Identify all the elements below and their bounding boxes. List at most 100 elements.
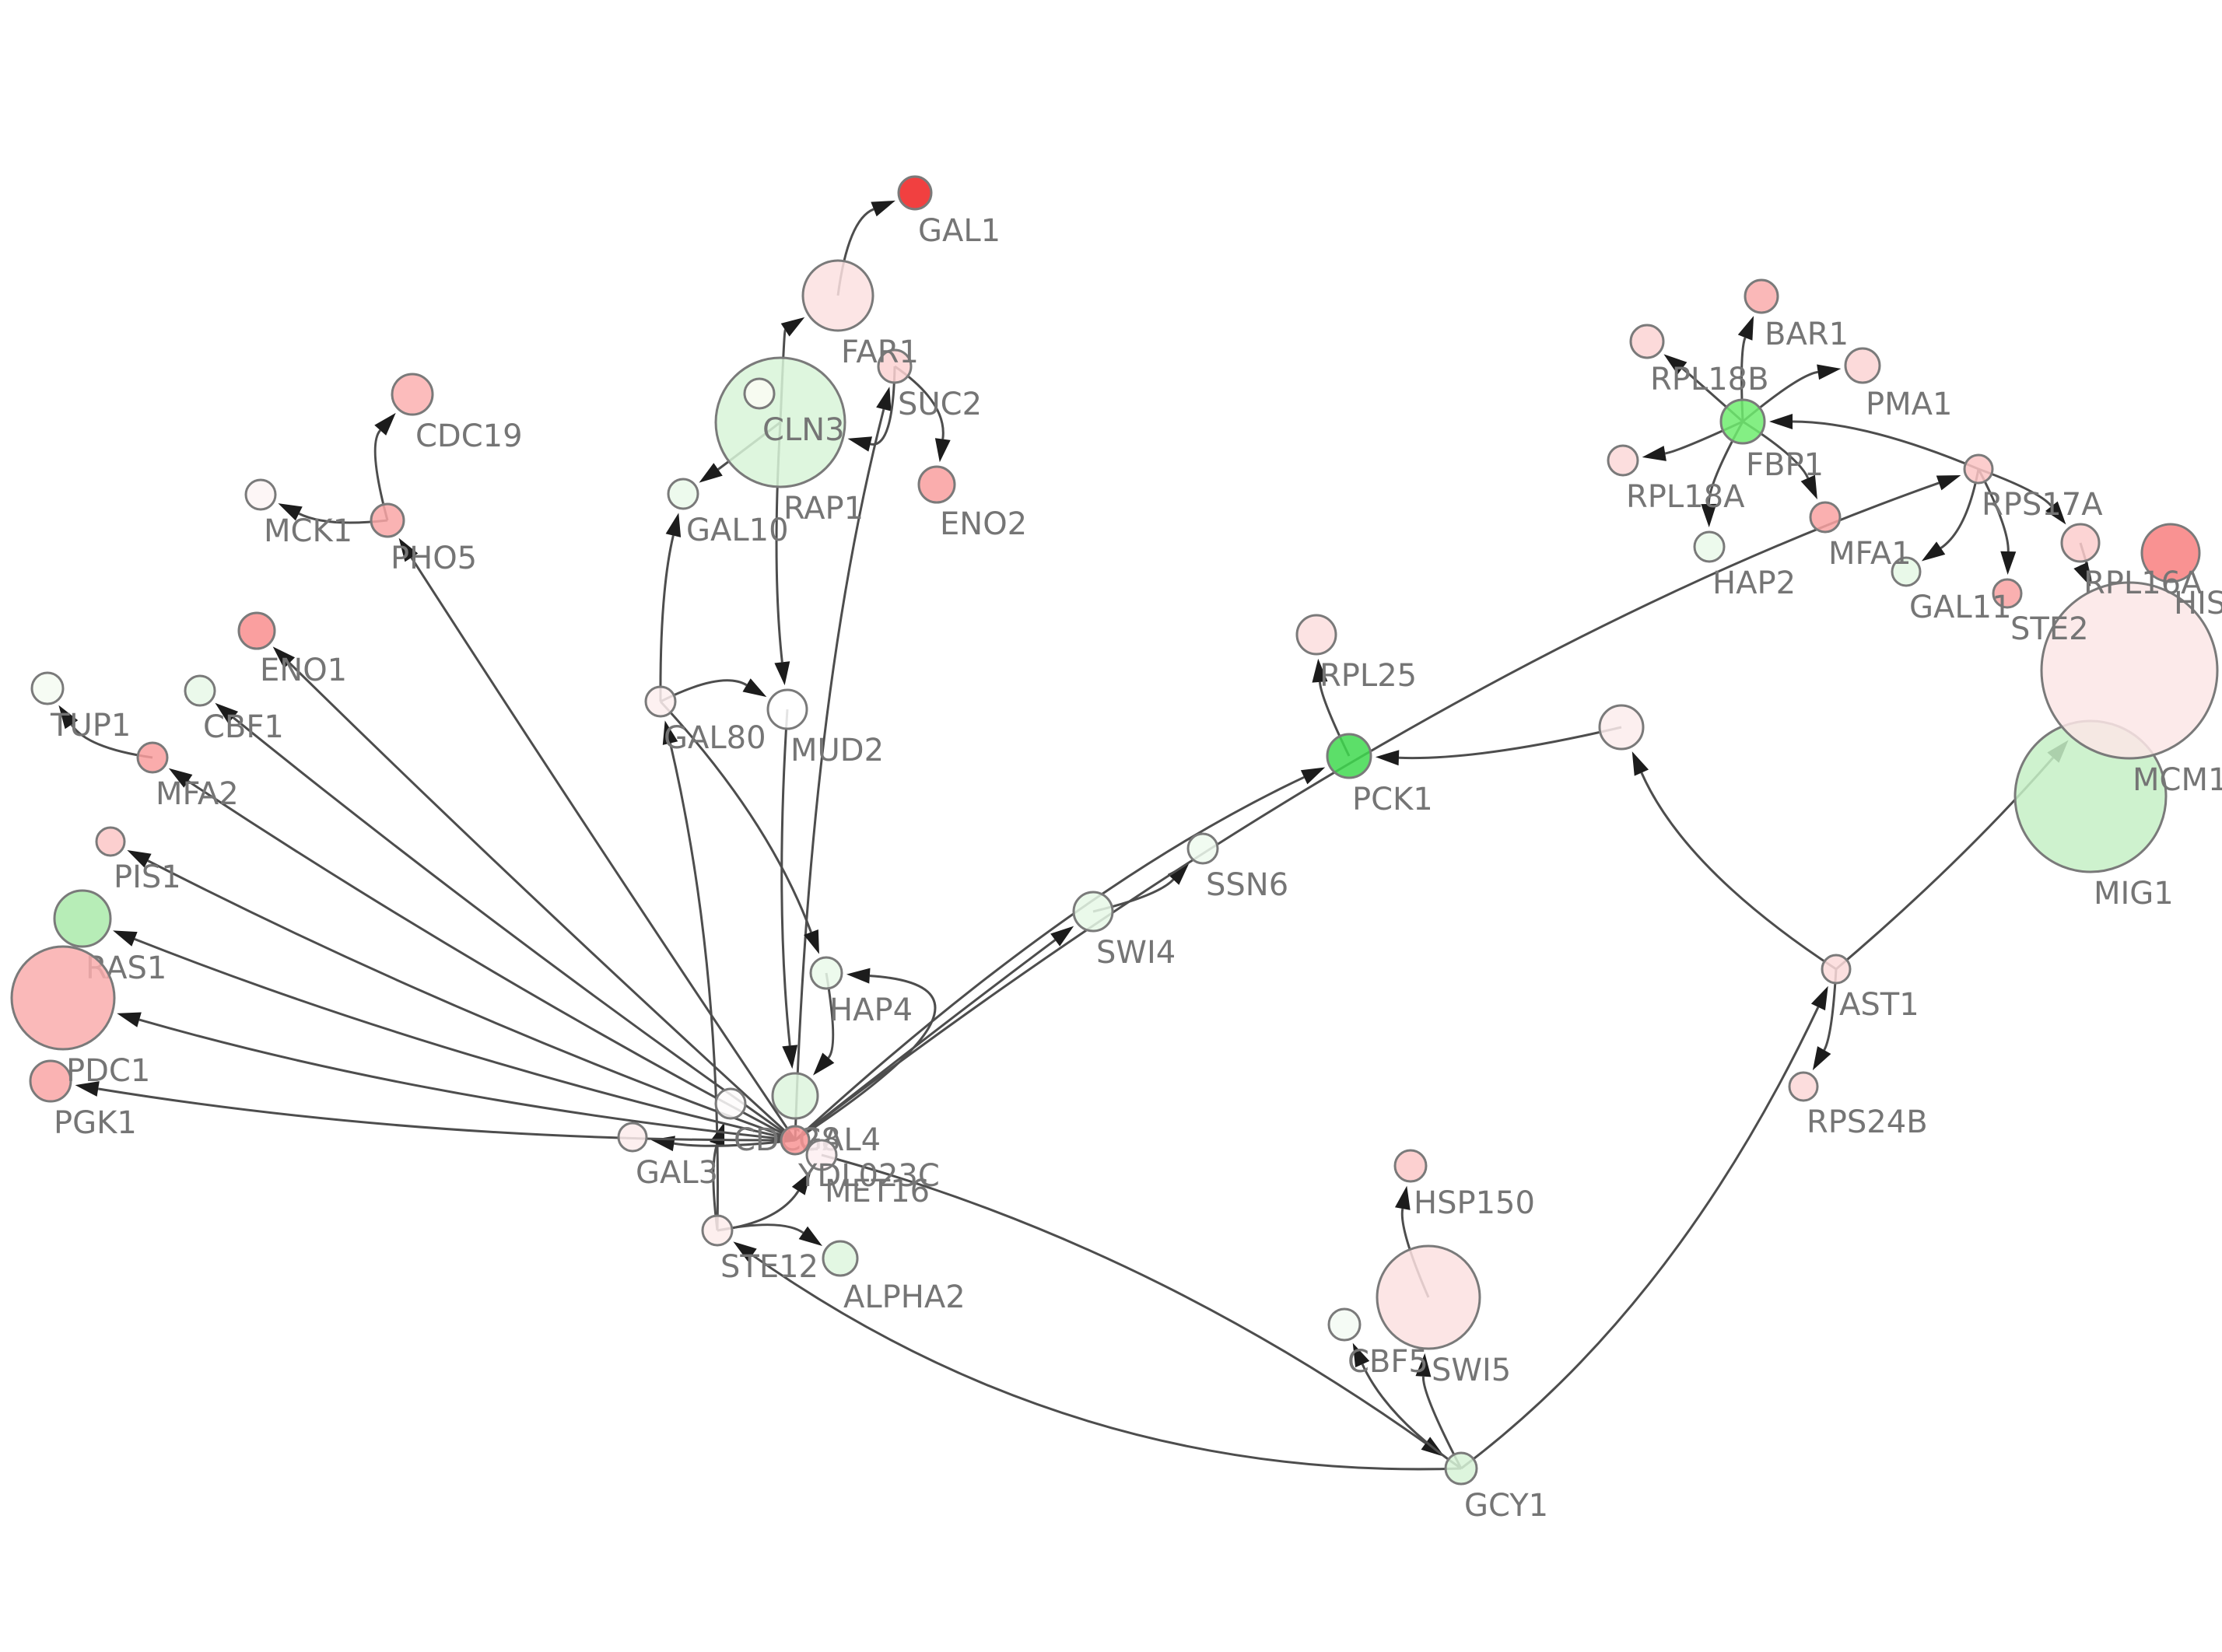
node-PDC1[interactable] — [10, 945, 116, 1051]
edge-STE12-GAL80[interactable] — [669, 743, 719, 1231]
edge-GCY1-AST1[interactable] — [1460, 1006, 1820, 1470]
node-SUC2[interactable] — [877, 348, 913, 384]
node-PGK1[interactable] — [29, 1059, 72, 1103]
node-GCY1[interactable] — [1444, 1451, 1478, 1486]
node-GAL80[interactable] — [644, 685, 677, 718]
node-GAL1[interactable] — [897, 175, 933, 211]
node-STE2[interactable] — [1992, 578, 2023, 609]
edge-AST1-UNNAMED[interactable] — [1640, 772, 1837, 971]
edge-YDL023C-ENO1[interactable] — [289, 662, 797, 1142]
node-SSN6[interactable] — [1186, 832, 1219, 865]
arrowhead-YDL023C-RPS17A — [1936, 474, 1961, 491]
edge-YDL023C-PGK1[interactable] — [97, 1087, 796, 1142]
node-RPL18B[interactable] — [1629, 324, 1665, 359]
node-HSP150[interactable] — [1393, 1149, 1428, 1183]
node-layer: RAS1CDC28GAL4 — [10, 175, 2219, 1486]
node-RPS24B[interactable] — [1788, 1071, 1819, 1102]
node-label-CBF5: CBF5 — [1348, 1344, 1428, 1380]
node-label-RPS24B: RPS24B — [1807, 1104, 1928, 1140]
node-FAR1[interactable] — [801, 259, 874, 332]
node-MCM1[interactable] — [2040, 581, 2219, 760]
node-GAL10[interactable] — [667, 478, 699, 510]
node-HAP4[interactable] — [809, 956, 843, 990]
node-MUD2[interactable] — [766, 688, 808, 730]
arrowhead-YDL023C-ENO1 — [272, 646, 296, 669]
node-label-ENO2: ENO2 — [940, 506, 1027, 542]
edge-RPS17A-FBP1[interactable] — [1792, 420, 1979, 471]
node-MET16[interactable] — [805, 1139, 838, 1171]
node-RPL25[interactable] — [1295, 614, 1337, 656]
edge-YDL023C-PCK1[interactable] — [794, 775, 1305, 1142]
node-BAR1[interactable] — [1744, 278, 1779, 314]
node-CDC19[interactable] — [391, 373, 434, 416]
edge-GCY1-STE12[interactable] — [752, 1254, 1462, 1471]
edge-UNNAMED-PCK1[interactable] — [1398, 726, 1622, 760]
node-HIS4[interactable] — [2140, 523, 2201, 583]
node-RPL16A[interactable] — [2060, 523, 2101, 563]
edge-YDL023C-RPS17A[interactable] — [794, 481, 1940, 1142]
node-label-HAP2: HAP2 — [1712, 565, 1796, 601]
node-PMA1[interactable] — [1844, 347, 1881, 384]
node-RPS17A[interactable] — [1963, 453, 1994, 485]
edge-YDL023C-PHO5[interactable] — [410, 557, 797, 1141]
edge-GCY1-CBF5[interactable] — [1361, 1363, 1462, 1470]
node-MFA1[interactable] — [1809, 501, 1842, 534]
node-ALPHA2[interactable] — [822, 1240, 859, 1277]
arrowhead-FBP1-MFA1 — [1800, 474, 1817, 500]
node-STE12[interactable] — [701, 1214, 734, 1247]
node-ENO1[interactable] — [237, 611, 276, 650]
node-GAL11[interactable] — [1891, 556, 1922, 587]
node-RAS1[interactable] — [53, 889, 112, 948]
arrowhead-YDL023C-MFA2 — [168, 768, 193, 788]
node-GAL4[interactable] — [771, 1072, 819, 1120]
node-TUP1[interactable] — [30, 671, 65, 705]
edge-YDL023C-PIS1[interactable] — [147, 859, 796, 1142]
node-CBF5[interactable] — [1327, 1307, 1362, 1342]
node-PHO5[interactable] — [370, 502, 405, 538]
node-UNNAMED[interactable] — [1598, 704, 1645, 751]
node-label-STE12: STE12 — [720, 1249, 818, 1285]
arrowhead-SWI5-HSP150 — [1394, 1185, 1411, 1210]
node-HAP2[interactable] — [1693, 530, 1726, 563]
edge-YDL023C-GAL3[interactable] — [674, 1139, 796, 1147]
node-PCK1[interactable] — [1326, 733, 1372, 779]
arrowhead-GAL80-MUD2 — [742, 678, 767, 698]
node-GAL3[interactable] — [617, 1122, 648, 1153]
edge-MET16-GCY1[interactable] — [821, 1153, 1427, 1444]
node-AST1[interactable] — [1821, 954, 1852, 985]
node-CLN3[interactable] — [743, 377, 776, 410]
node-YDL023C[interactable] — [780, 1125, 811, 1156]
node-SWI4[interactable] — [1072, 891, 1114, 933]
node-MCK1[interactable] — [244, 478, 277, 511]
node-ENO2[interactable] — [917, 465, 956, 504]
node-PIS1[interactable] — [95, 826, 126, 857]
node-label-HAP4: HAP4 — [829, 992, 913, 1028]
edge-YDL023C-HAP4[interactable] — [794, 975, 937, 1142]
edge-YDL023C-PDC1[interactable] — [138, 1018, 796, 1142]
node-FBP1[interactable] — [1719, 398, 1766, 445]
edge-YDL023C-CBF1[interactable] — [232, 716, 796, 1142]
node-label-HIS4: HIS4 — [2174, 586, 2222, 621]
arrowhead-PCK1-RPL25 — [1312, 658, 1328, 683]
edge-YDL023C-SUC2[interactable] — [794, 408, 885, 1141]
node-CBF1[interactable] — [184, 674, 216, 707]
edge-YDL023C-MFA2[interactable] — [188, 780, 796, 1142]
arrowhead-MUD2-GAL4 — [782, 1045, 798, 1069]
edge-YDL023C-RAS1[interactable] — [134, 938, 796, 1142]
edge-GCY1-SWI5[interactable] — [1421, 1376, 1463, 1469]
node-RPL18A[interactable] — [1607, 444, 1639, 477]
node-MFA2[interactable] — [136, 741, 169, 774]
node-label-PHO5: PHO5 — [391, 541, 477, 576]
edge-GAL80-HAP4[interactable] — [659, 700, 812, 933]
edge-GAL80-GAL10[interactable] — [659, 535, 675, 702]
arrowhead-GCY1-AST1 — [1810, 985, 1828, 1011]
node-label-YDL023C: YDL023C — [797, 1158, 940, 1194]
node-SWI5[interactable] — [1376, 1244, 1481, 1350]
edge-MUD2-GAL4[interactable] — [780, 709, 791, 1046]
arrowhead-FAR1-GAL1 — [871, 200, 895, 217]
arrowhead-AST1-RPS24B — [1812, 1046, 1831, 1071]
node-label-FBP1: FBP1 — [1746, 447, 1824, 483]
node-label-PMA1: PMA1 — [1866, 387, 1952, 422]
node-CDC28[interactable] — [714, 1087, 747, 1120]
